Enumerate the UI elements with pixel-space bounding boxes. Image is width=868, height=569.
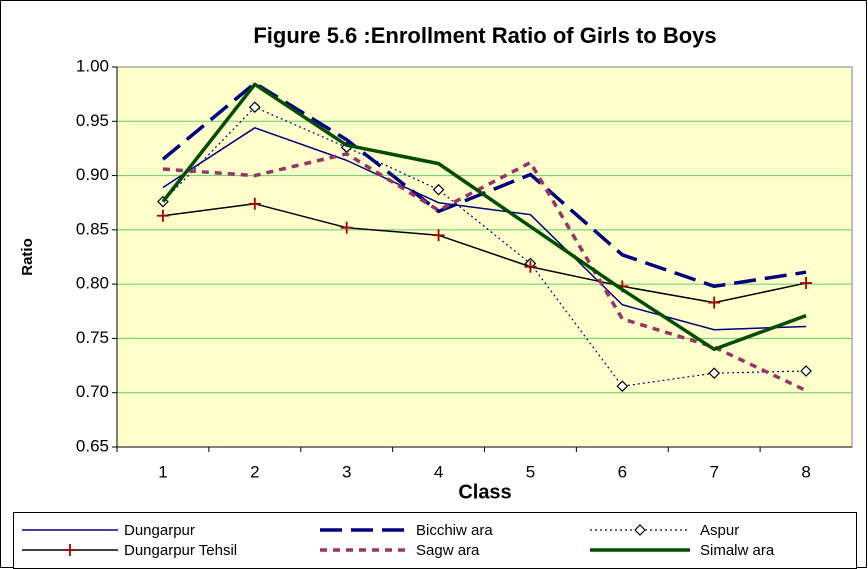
legend-label: Bicchiw ara	[416, 522, 493, 539]
series-line	[162, 106, 807, 387]
y-tick-label: 0.65	[76, 436, 109, 455]
legend	[13, 512, 857, 569]
series-line	[162, 127, 807, 331]
y-tick-label: 0.90	[76, 165, 109, 184]
x-tick-label: 3	[342, 462, 351, 481]
x-tick-label: 8	[801, 462, 810, 481]
legend-label: Dungarpur	[124, 522, 195, 539]
point-marker	[248, 197, 261, 210]
y-tick-label: 0.70	[76, 382, 109, 401]
point-marker	[708, 367, 721, 380]
y-axis-label: Ratio	[19, 238, 36, 276]
legend-label: Aspur	[700, 522, 739, 539]
legend-label: Sagw ara	[416, 542, 480, 559]
y-tick-label: 1.00	[76, 56, 109, 75]
point-marker	[340, 221, 353, 234]
point-marker	[634, 524, 646, 536]
point-marker	[800, 365, 812, 377]
point-marker	[432, 183, 445, 196]
series-line	[161, 82, 807, 352]
point-marker	[708, 296, 721, 309]
series-line	[162, 152, 807, 393]
plot-area	[116, 66, 853, 448]
series-line	[162, 203, 807, 304]
y-tick-label: 0.75	[76, 328, 109, 347]
x-tick-label: 1	[158, 462, 167, 481]
point-marker	[64, 544, 76, 556]
x-axis-label: Class	[458, 481, 511, 503]
point-marker	[248, 101, 261, 114]
point-marker	[432, 229, 445, 242]
x-tick-label: 7	[709, 462, 718, 481]
x-tick-label: 4	[434, 462, 443, 481]
point-marker	[156, 209, 169, 222]
x-tick-label: 5	[526, 462, 535, 481]
x-tick-label: 2	[250, 462, 259, 481]
legend-label: Simalw ara	[700, 542, 775, 559]
y-tick-label: 0.80	[76, 274, 109, 293]
y-tick-label: 0.85	[76, 219, 109, 238]
point-marker	[800, 277, 813, 290]
y-tick-label: 0.95	[76, 111, 109, 130]
point-marker	[524, 260, 537, 273]
x-tick-label: 6	[618, 462, 627, 481]
legend-label: Dungarpur Tehsil	[124, 542, 237, 559]
point-marker	[616, 380, 629, 393]
chart-title: Figure 5.6 :Enrollment Ratio of Girls to…	[253, 23, 716, 48]
